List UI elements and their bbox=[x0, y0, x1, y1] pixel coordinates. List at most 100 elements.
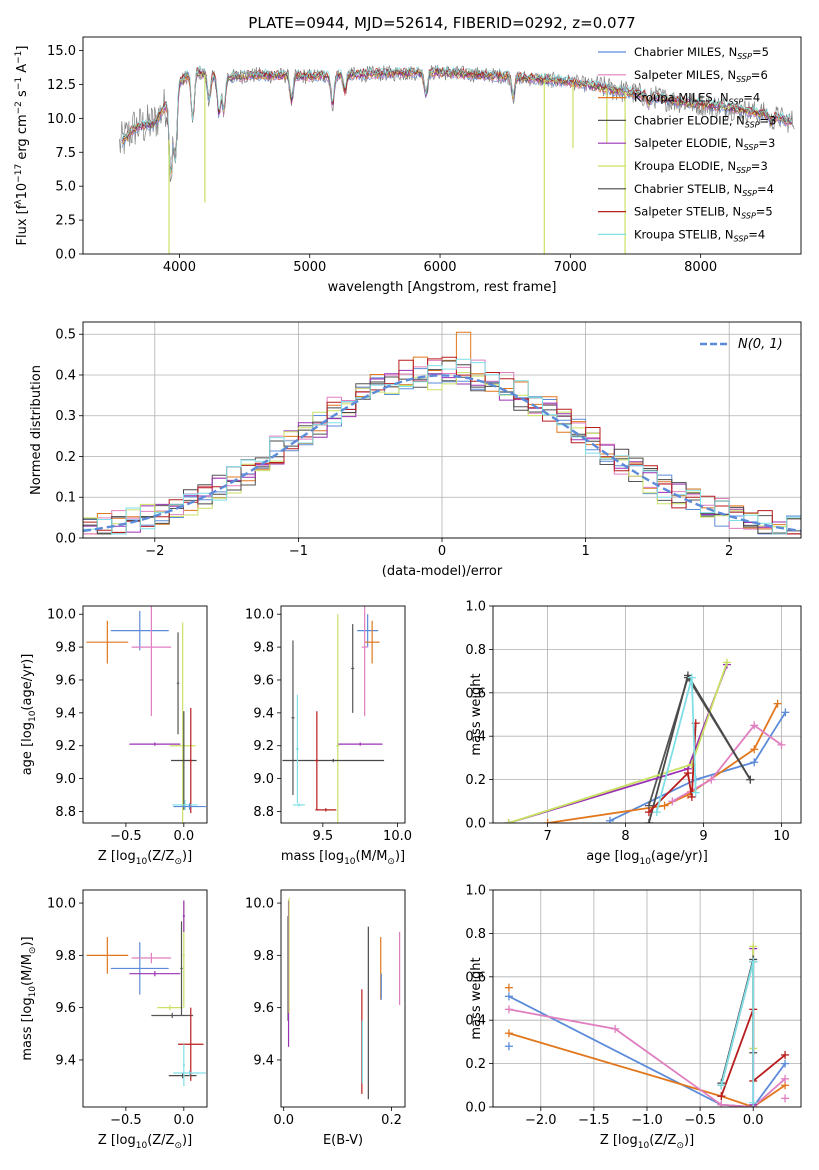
x-tick-label: 10 bbox=[773, 829, 790, 844]
y-tick-label: 0.0 bbox=[55, 532, 76, 547]
y-tick-label: 9.0 bbox=[253, 772, 274, 787]
error-bar-point bbox=[351, 624, 355, 713]
y-tick-label: 9.6 bbox=[253, 673, 274, 688]
residual-histogram-step bbox=[83, 358, 801, 535]
x-tick-label: 8 bbox=[621, 829, 629, 844]
x-tick-label: −0.5 bbox=[684, 1113, 716, 1128]
weight-series bbox=[652, 673, 700, 817]
x-tick-label: 8000 bbox=[684, 260, 717, 275]
y-tick-label: 9.4 bbox=[55, 706, 76, 721]
y-tick-label: 8.8 bbox=[55, 805, 76, 820]
weight-series bbox=[504, 658, 731, 823]
panel-mass-vs-ebv: 0.0 0.2 9.4 9.6 9.8 10.0 E(B-V) bbox=[245, 889, 406, 1148]
x-axis-label: E(B-V) bbox=[323, 1133, 363, 1148]
weight-series bbox=[717, 957, 758, 1107]
axes-frame bbox=[280, 889, 406, 1108]
y-tick-label: 9.8 bbox=[253, 641, 274, 656]
x-tick-label: −2.0 bbox=[525, 1113, 557, 1128]
error-bar-point bbox=[110, 610, 169, 651]
weight-extra-marker bbox=[781, 1094, 790, 1103]
axes-frame bbox=[492, 889, 802, 1108]
panel-age-vs-mass: 9.5 10.0 8.8 9.0 9.2 9.4 9.6 9.8 10.0 mass [log10… bbox=[245, 605, 412, 867]
legend-label: Kroupa STELIB, NSSP=4 bbox=[634, 227, 765, 243]
panel-weight-vs-age: 7 8 9 10 0.0 0.2 0.4 0.6 0.8 1.0 age [log10(age/yr… bbox=[465, 600, 802, 867]
error-bar-point bbox=[129, 742, 181, 746]
x-tick-label: −0.5 bbox=[110, 1113, 142, 1128]
x-tick-label: 9 bbox=[699, 829, 707, 844]
plot-area-mass-vs-Z bbox=[86, 900, 206, 1087]
weight-series bbox=[504, 1005, 790, 1107]
x-axis-label: Z [log10(Z/Z⊙)] bbox=[98, 1133, 192, 1151]
legend-label: Kroupa MILES, NSSP=4 bbox=[634, 91, 760, 107]
panel-age-vs-Z: −0.5 0.0 8.8 9.0 9.2 9.4 9.6 9.8 10.0 Z [log10(Z/… bbox=[20, 605, 208, 867]
y-tick-label: 0.2 bbox=[465, 1057, 486, 1072]
y-tick-label: 2.5 bbox=[55, 214, 76, 229]
axes-frame bbox=[82, 321, 802, 539]
y-tick-label: 9.2 bbox=[55, 739, 76, 754]
error-bar-point bbox=[131, 606, 172, 717]
y-tick-label: 10.0 bbox=[47, 897, 76, 912]
y-tick-label: 1.0 bbox=[465, 884, 486, 899]
error-bar-point bbox=[291, 640, 295, 796]
x-tick-label: 0.0 bbox=[173, 829, 194, 844]
x-tick-label: −1.0 bbox=[631, 1113, 663, 1128]
x-axis-label: mass [log10(M/M⊙)] bbox=[281, 849, 405, 867]
weight-line bbox=[508, 1032, 786, 1107]
x-tick-label: 0 bbox=[438, 544, 446, 559]
error-bar-point bbox=[282, 758, 385, 763]
error-bar-point bbox=[189, 707, 192, 814]
y-tick-label: 9.2 bbox=[253, 739, 274, 754]
error-bar-point bbox=[180, 921, 183, 1016]
y-tick-label: 0.4 bbox=[465, 730, 486, 745]
x-tick-label: −1 bbox=[289, 544, 308, 559]
y-tick-label: 9.8 bbox=[253, 949, 274, 964]
y-tick-label: 9.4 bbox=[55, 1053, 76, 1068]
weight-line bbox=[671, 724, 783, 803]
panel-spectrum: 4000 5000 6000 7000 8000 0.0 2.5 5.0 7.5 10.0 12.5… bbox=[14, 36, 802, 295]
legend-label: Kroupa ELODIE, NSSP=3 bbox=[634, 159, 768, 175]
x-axis-label: (data-model)/error bbox=[382, 564, 503, 579]
y-tick-label: 0.2 bbox=[55, 450, 76, 465]
model-spectrum-line bbox=[121, 66, 793, 173]
weight-extra-marker bbox=[504, 1042, 513, 1051]
y-axis-label: mass [log10(M/M⊙)] bbox=[20, 936, 38, 1060]
y-tick-label: 0.8 bbox=[465, 927, 486, 942]
x-tick-label: 7 bbox=[543, 829, 551, 844]
plot-area-age-vs-mass bbox=[282, 606, 385, 823]
error-bar-point bbox=[315, 711, 319, 810]
error-bar-point bbox=[295, 694, 299, 804]
error-bar-point bbox=[173, 803, 206, 810]
y-axis-label: Normed distribution bbox=[29, 365, 44, 495]
error-bar-point bbox=[361, 606, 368, 717]
y-tick-label: 0.6 bbox=[465, 686, 486, 701]
error-bar-point bbox=[171, 711, 197, 810]
x-tick-label: 10.0 bbox=[383, 829, 412, 844]
error-bar-point bbox=[151, 1012, 194, 1019]
y-tick-label: 0.5 bbox=[55, 328, 76, 343]
spectrum-legend: Chabrier MILES, NSSP=5 Salpeter MILES, NS… bbox=[598, 45, 776, 243]
x-tick-label: 7000 bbox=[554, 260, 587, 275]
plot-area-age-vs-Z bbox=[86, 606, 206, 823]
error-bar-point bbox=[86, 620, 129, 664]
error-bar-point bbox=[86, 937, 129, 974]
error-bar-point bbox=[157, 1005, 183, 1011]
y-tick-label: 0.8 bbox=[465, 643, 486, 658]
error-bar-point bbox=[292, 803, 305, 807]
axes-frame bbox=[492, 605, 802, 824]
plot-area-residuals bbox=[83, 331, 801, 535]
y-tick-label: 10.0 bbox=[47, 112, 76, 127]
normal-curve bbox=[83, 374, 801, 533]
x-tick-label: 9.5 bbox=[312, 829, 333, 844]
legend-label: Chabrier MILES, NSSP=5 bbox=[634, 45, 769, 61]
y-tick-label: 9.8 bbox=[55, 641, 76, 656]
x-tick-label: 1 bbox=[581, 544, 589, 559]
panel-weight-vs-Z: −2.0 −1.5 −1.0 −0.5 0.0 0.0 0.2 0.4 0.6 0.8 1.0 Z [… bbox=[465, 884, 802, 1151]
x-tick-label: −0.5 bbox=[110, 829, 142, 844]
y-tick-label: 0.1 bbox=[55, 491, 76, 506]
y-tick-label: 0.0 bbox=[465, 1101, 486, 1116]
y-tick-label: 0.0 bbox=[55, 248, 76, 263]
y-tick-label: 0.3 bbox=[55, 409, 76, 424]
legend-label: Salpeter STELIB, NSSP=5 bbox=[634, 205, 773, 221]
x-tick-label: 0.0 bbox=[743, 1113, 764, 1128]
